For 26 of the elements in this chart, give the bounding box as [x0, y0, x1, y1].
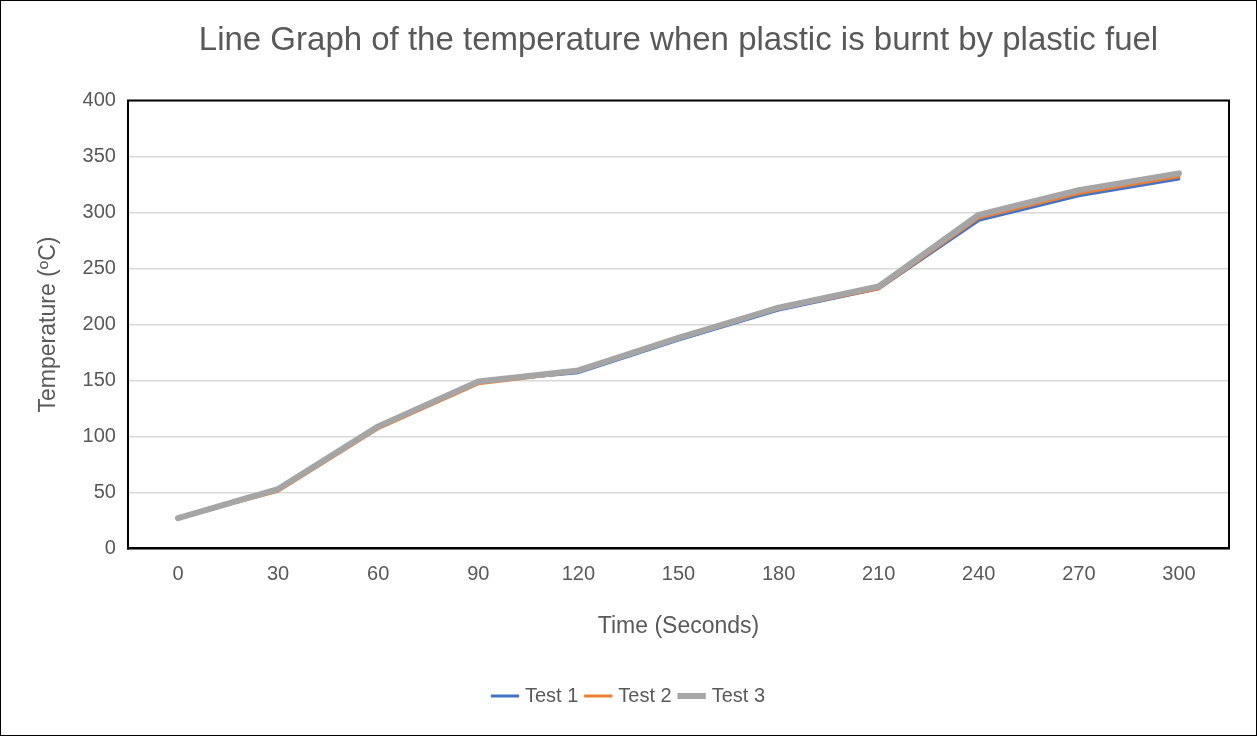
y-tick-label: 0 [104, 535, 116, 558]
x-tick-label: 180 [761, 561, 796, 584]
x-tick-label: 270 [1062, 561, 1096, 584]
legend-label: Test 2 [618, 683, 672, 706]
x-tick-label: 30 [266, 561, 290, 584]
x-axis-title: Time (Seconds) [597, 611, 760, 638]
y-tick-label: 350 [82, 144, 116, 167]
y-tick-label: 300 [82, 200, 116, 223]
x-tick-label: 120 [561, 561, 596, 584]
x-tick-label: 210 [861, 561, 896, 584]
x-tick-label: 60 [367, 561, 390, 584]
x-tick-label: 240 [962, 561, 996, 584]
x-tick-label: 0 [172, 561, 184, 584]
y-axis-title: Temperature (ºC) [34, 236, 61, 413]
chart-title: Line Graph of the temperature when plastic is burnt by plastic fuel [198, 19, 1159, 57]
y-tick-label: 50 [93, 479, 116, 502]
y-tick-label: 250 [82, 256, 116, 279]
y-tick-label: 200 [82, 312, 116, 335]
x-tick-label: 300 [1162, 561, 1196, 584]
x-tick-label: 150 [661, 561, 696, 584]
y-tick-label: 400 [82, 88, 116, 111]
x-tick-label: 90 [467, 561, 490, 584]
legend-label: Test 1 [524, 683, 579, 706]
legend-label: Test 3 [711, 683, 766, 706]
y-tick-label: 150 [82, 367, 116, 390]
y-tick-label: 100 [82, 423, 116, 446]
